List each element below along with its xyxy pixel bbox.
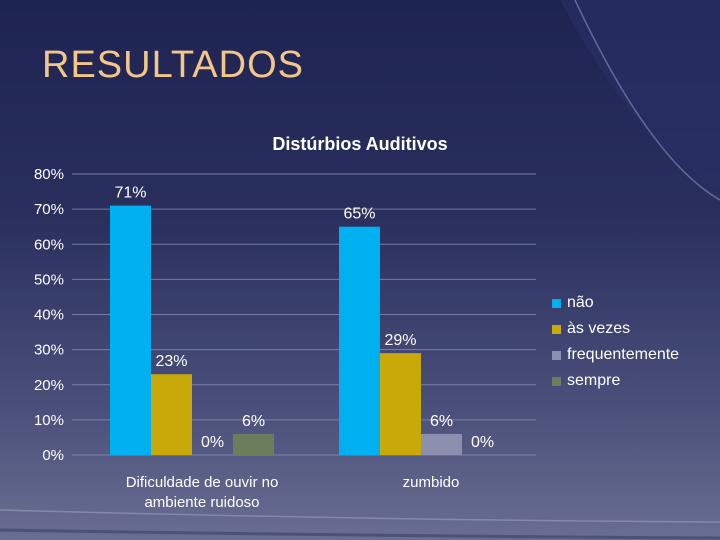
x-tick-label: zumbido <box>403 474 460 491</box>
y-tick-label: 0% <box>42 447 64 464</box>
legend-item: sempre <box>552 368 679 394</box>
y-tick-label: 10% <box>34 412 64 429</box>
bar <box>233 433 274 455</box>
y-tick-label: 30% <box>34 342 64 359</box>
legend-swatch <box>552 324 561 334</box>
data-label: 29% <box>384 332 416 349</box>
data-label: 6% <box>430 413 453 430</box>
y-tick-label: 50% <box>34 271 64 288</box>
legend-swatch <box>552 350 561 360</box>
data-label: 6% <box>242 413 265 430</box>
legend-item: não <box>552 290 679 316</box>
legend-swatch <box>552 298 561 308</box>
bar <box>110 205 151 455</box>
data-label: 0% <box>471 434 494 451</box>
legend-label: não <box>567 294 594 311</box>
y-tick-label: 40% <box>34 307 64 324</box>
y-tick-label: 70% <box>34 201 64 218</box>
chart-title: Distúrbios Auditivos <box>272 134 448 154</box>
bar <box>380 353 421 455</box>
data-label: 65% <box>343 206 375 223</box>
x-tick-label: Dificuldade de ouvir no <box>126 474 279 491</box>
legend-swatch <box>552 376 561 386</box>
data-label: 23% <box>155 353 187 370</box>
data-label: 0% <box>201 434 224 451</box>
bar <box>151 374 192 455</box>
legend-label: frequentemente <box>567 346 680 363</box>
y-tick-label: 20% <box>34 377 64 394</box>
y-tick-label: 60% <box>34 236 64 253</box>
chart-legend: não às vezes frequentemente sempre <box>552 290 679 394</box>
slide-title: RESULTADOS <box>42 44 304 86</box>
x-tick-label: ambiente ruidoso <box>144 494 259 511</box>
legend-item: às vezes <box>552 316 679 342</box>
legend-label: às vezes <box>567 320 631 337</box>
legend-label: sempre <box>567 372 621 389</box>
bar <box>339 226 380 455</box>
y-tick-label: 80% <box>34 166 64 183</box>
bar <box>421 433 462 455</box>
data-label: 71% <box>114 185 146 202</box>
legend-item: frequentemente <box>552 342 679 368</box>
